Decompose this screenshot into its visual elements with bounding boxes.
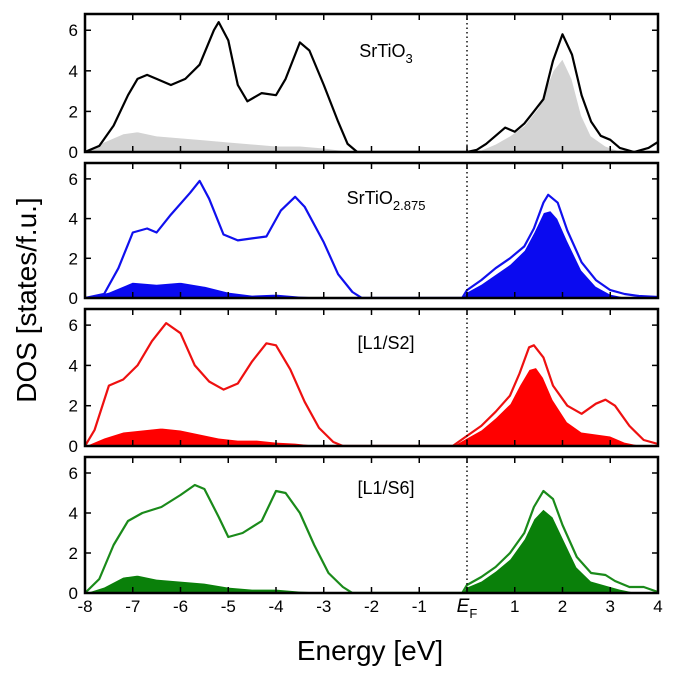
y-tick-label: 6 [69, 316, 78, 335]
x-tick-label: 4 [653, 597, 662, 616]
x-tick-label: 3 [606, 597, 615, 616]
y-tick-label: 4 [69, 504, 78, 523]
x-tick-label: 1 [510, 597, 519, 616]
panel-4: 0 2 4 6 [L1/S6] [69, 455, 660, 603]
fermi-level-tick-label: EF [457, 596, 478, 621]
total-dos-line [85, 21, 658, 152]
x-tick-label: -7 [125, 597, 140, 616]
panel-1: 0 2 4 6 SrTiO3 [69, 12, 660, 162]
y-tick-label: 4 [69, 356, 78, 375]
y-tick-label: 4 [69, 210, 78, 229]
total-dos-line [85, 483, 658, 593]
y-tick-label: 6 [69, 21, 78, 40]
x-tick-label: -2 [364, 597, 379, 616]
panel-plot-area [85, 483, 658, 593]
y-tick-label: 0 [69, 289, 78, 308]
panel-label-subscript: 3 [406, 51, 413, 66]
total-dos-line [85, 322, 658, 446]
panel-plot-area [85, 179, 658, 298]
x-tick-label: -4 [268, 597, 283, 616]
x-tick-label: -5 [221, 597, 236, 616]
y-tick-label: 2 [69, 544, 78, 563]
x-tick-label: -8 [77, 597, 92, 616]
x-axis-label: Energy [eV] [297, 635, 443, 666]
total-dos-line [85, 179, 658, 298]
panel-label: [L1/S2] [357, 333, 414, 353]
panel-label-subscript: 2.875 [393, 198, 426, 213]
y-tick-label: 0 [69, 584, 78, 603]
panel-3: 0 2 4 6 [L1/S2] [69, 307, 660, 456]
panel-plot-area [85, 322, 658, 446]
projected-dos-area [85, 366, 649, 446]
x-axis-tick-labels: -8 -7 -6 -5 -4 -3 -2 -1 1 2 3 4 [77, 597, 662, 616]
panel-label: SrTiO2.875 [347, 188, 426, 213]
y-axis-label: DOS [states/f.u.] [11, 197, 42, 402]
panel-2: 0 2 4 6 SrTiO2.875 [69, 161, 660, 308]
x-tick-label: -1 [412, 597, 427, 616]
y-tick-label: 2 [69, 249, 78, 268]
y-tick-label: 0 [69, 143, 78, 162]
x-tick-label: -3 [316, 597, 331, 616]
x-tick-label: 2 [558, 597, 567, 616]
panel-label: SrTiO3 [359, 41, 413, 66]
projected-dos-area [85, 209, 639, 298]
projected-dos-area [85, 508, 649, 593]
y-tick-label: 0 [69, 437, 78, 456]
panel-label: [L1/S6] [357, 478, 414, 498]
projected-dos-area [85, 57, 630, 152]
y-tick-label: 2 [69, 397, 78, 416]
y-tick-label: 2 [69, 102, 78, 121]
panels-layer: 0 2 4 6 SrTiO3 0 2 4 6 SrTiO2.875 0 2 4 6 [L1/S2] 0 2 4 6 [… [69, 12, 660, 603]
x-tick-label: -6 [173, 597, 188, 616]
y-tick-label: 4 [69, 62, 78, 81]
y-tick-label: 6 [69, 170, 78, 189]
y-tick-label: 6 [69, 464, 78, 483]
